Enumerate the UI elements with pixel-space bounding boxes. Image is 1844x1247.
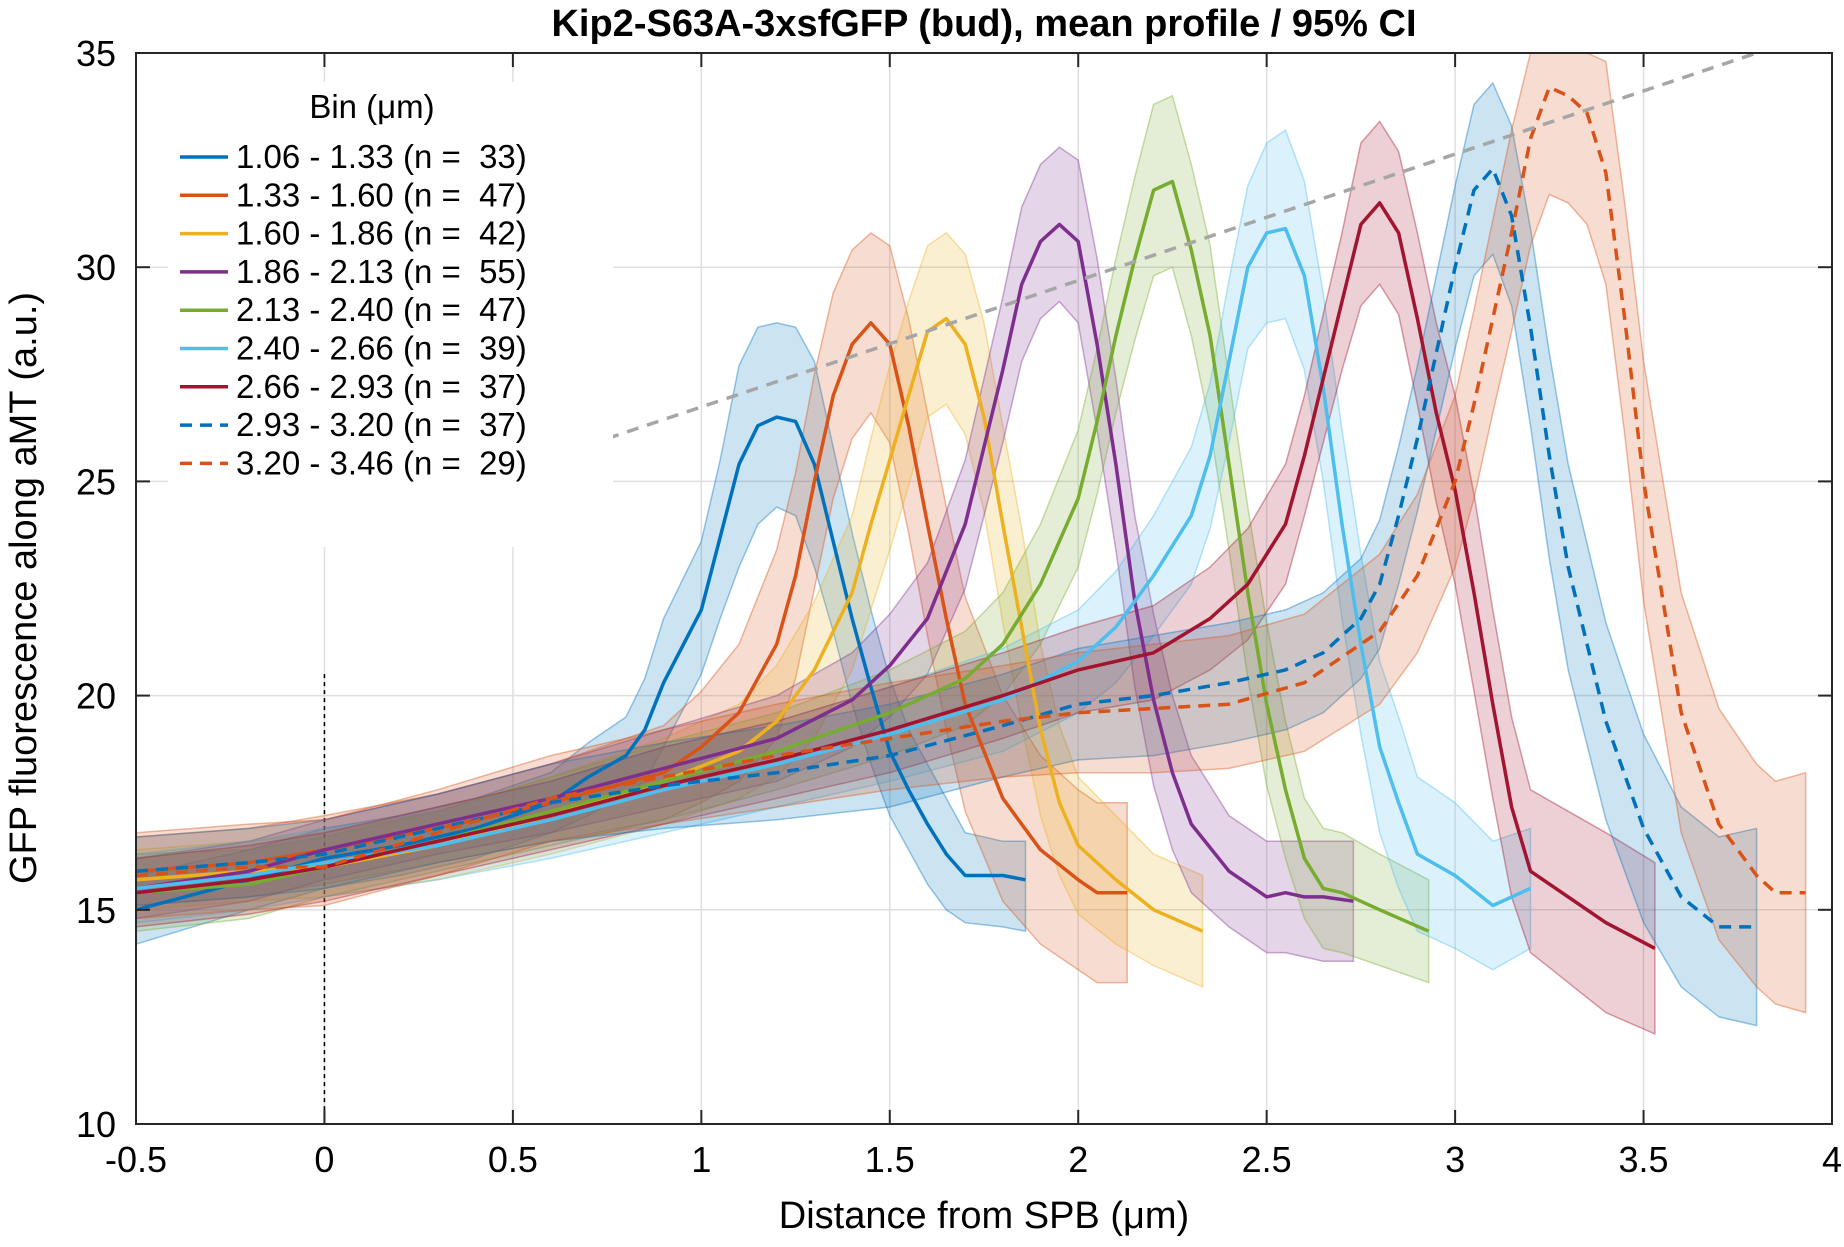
legend-label-5: 2.13 - 2.40 (n = 47) — [236, 291, 527, 328]
mean-line-5 — [136, 179, 1430, 933]
x-axis-label: Distance from SPB (μm) — [779, 1195, 1189, 1237]
x-tick-label: 4 — [1822, 1139, 1842, 1180]
legend-label-9: 3.20 - 3.46 (n = 29) — [236, 444, 527, 481]
legend-label-6: 2.40 - 2.66 (n = 39) — [236, 330, 527, 367]
mean-line-6 — [136, 226, 1532, 908]
legend-label-2: 1.33 - 1.60 (n = 47) — [236, 176, 527, 213]
legend-label-1: 1.06 - 1.33 (n = 33) — [236, 138, 527, 175]
trend-dashed-line — [606, 53, 1758, 441]
y-tick-label: 15 — [76, 890, 116, 931]
mean-line-4 — [136, 222, 1354, 903]
mean-line-9 — [136, 85, 1806, 895]
x-tick-label: 3.5 — [1619, 1139, 1669, 1180]
mean-profile-lines — [136, 85, 1806, 950]
ci-band-3 — [136, 231, 1204, 989]
y-axis-label: GFP fluorescence along aMT (a.u.) — [3, 292, 45, 884]
legend-label-4: 1.86 - 2.13 (n = 55) — [236, 253, 527, 290]
x-tick-label: 1.5 — [865, 1139, 915, 1180]
trend-line — [606, 53, 1758, 441]
y-tick-label: 30 — [76, 247, 116, 288]
y-tick-label: 25 — [76, 461, 116, 502]
legend-background — [168, 82, 613, 547]
y-tick-label: 20 — [76, 676, 116, 717]
x-tick-label: 2.5 — [1242, 1139, 1292, 1180]
ci-band-2 — [136, 231, 1128, 984]
legend: Bin (μm) 1.06 - 1.33 (n = 33)1.33 - 1.60… — [168, 82, 613, 547]
mean-line-7 — [136, 201, 1656, 950]
mean-line-1 — [136, 415, 1026, 912]
ci-band-8 — [136, 81, 1758, 1027]
legend-label-8: 2.93 - 3.20 (n = 37) — [236, 406, 527, 443]
y-tick-label: 35 — [76, 33, 116, 74]
legend-label-3: 1.60 - 1.86 (n = 42) — [236, 215, 527, 252]
legend-items: 1.06 - 1.33 (n = 33)1.33 - 1.60 (n = 47)… — [180, 138, 527, 481]
x-tick-label: 0.5 — [488, 1139, 538, 1180]
x-tick-label: -0.5 — [105, 1139, 167, 1180]
ci-band-5 — [136, 94, 1430, 984]
mean-line-8 — [136, 166, 1757, 929]
legend-label-7: 2.66 - 2.93 (n = 37) — [236, 368, 527, 405]
y-tick-label: 10 — [76, 1104, 116, 1145]
x-tick-label: 1 — [691, 1139, 711, 1180]
chart-title: Kip2-S63A-3xsfGFP (bud), mean profile / … — [551, 3, 1416, 45]
ci-band-9 — [136, 53, 1807, 1014]
x-tick-label: 0 — [314, 1139, 334, 1180]
plot-frame — [135, 52, 1833, 1125]
x-tick-label: 3 — [1445, 1139, 1465, 1180]
ci-band-6 — [136, 128, 1532, 971]
y-axis-ticks: 10 15 20 25 30 35 — [76, 33, 1832, 1145]
x-axis-ticks: -0.5 0 0.5 1 1.5 2 2.5 3 3.5 4 — [105, 53, 1842, 1180]
x-tick-label: 2 — [1068, 1139, 1088, 1180]
legend-title: Bin (μm) — [309, 88, 434, 125]
